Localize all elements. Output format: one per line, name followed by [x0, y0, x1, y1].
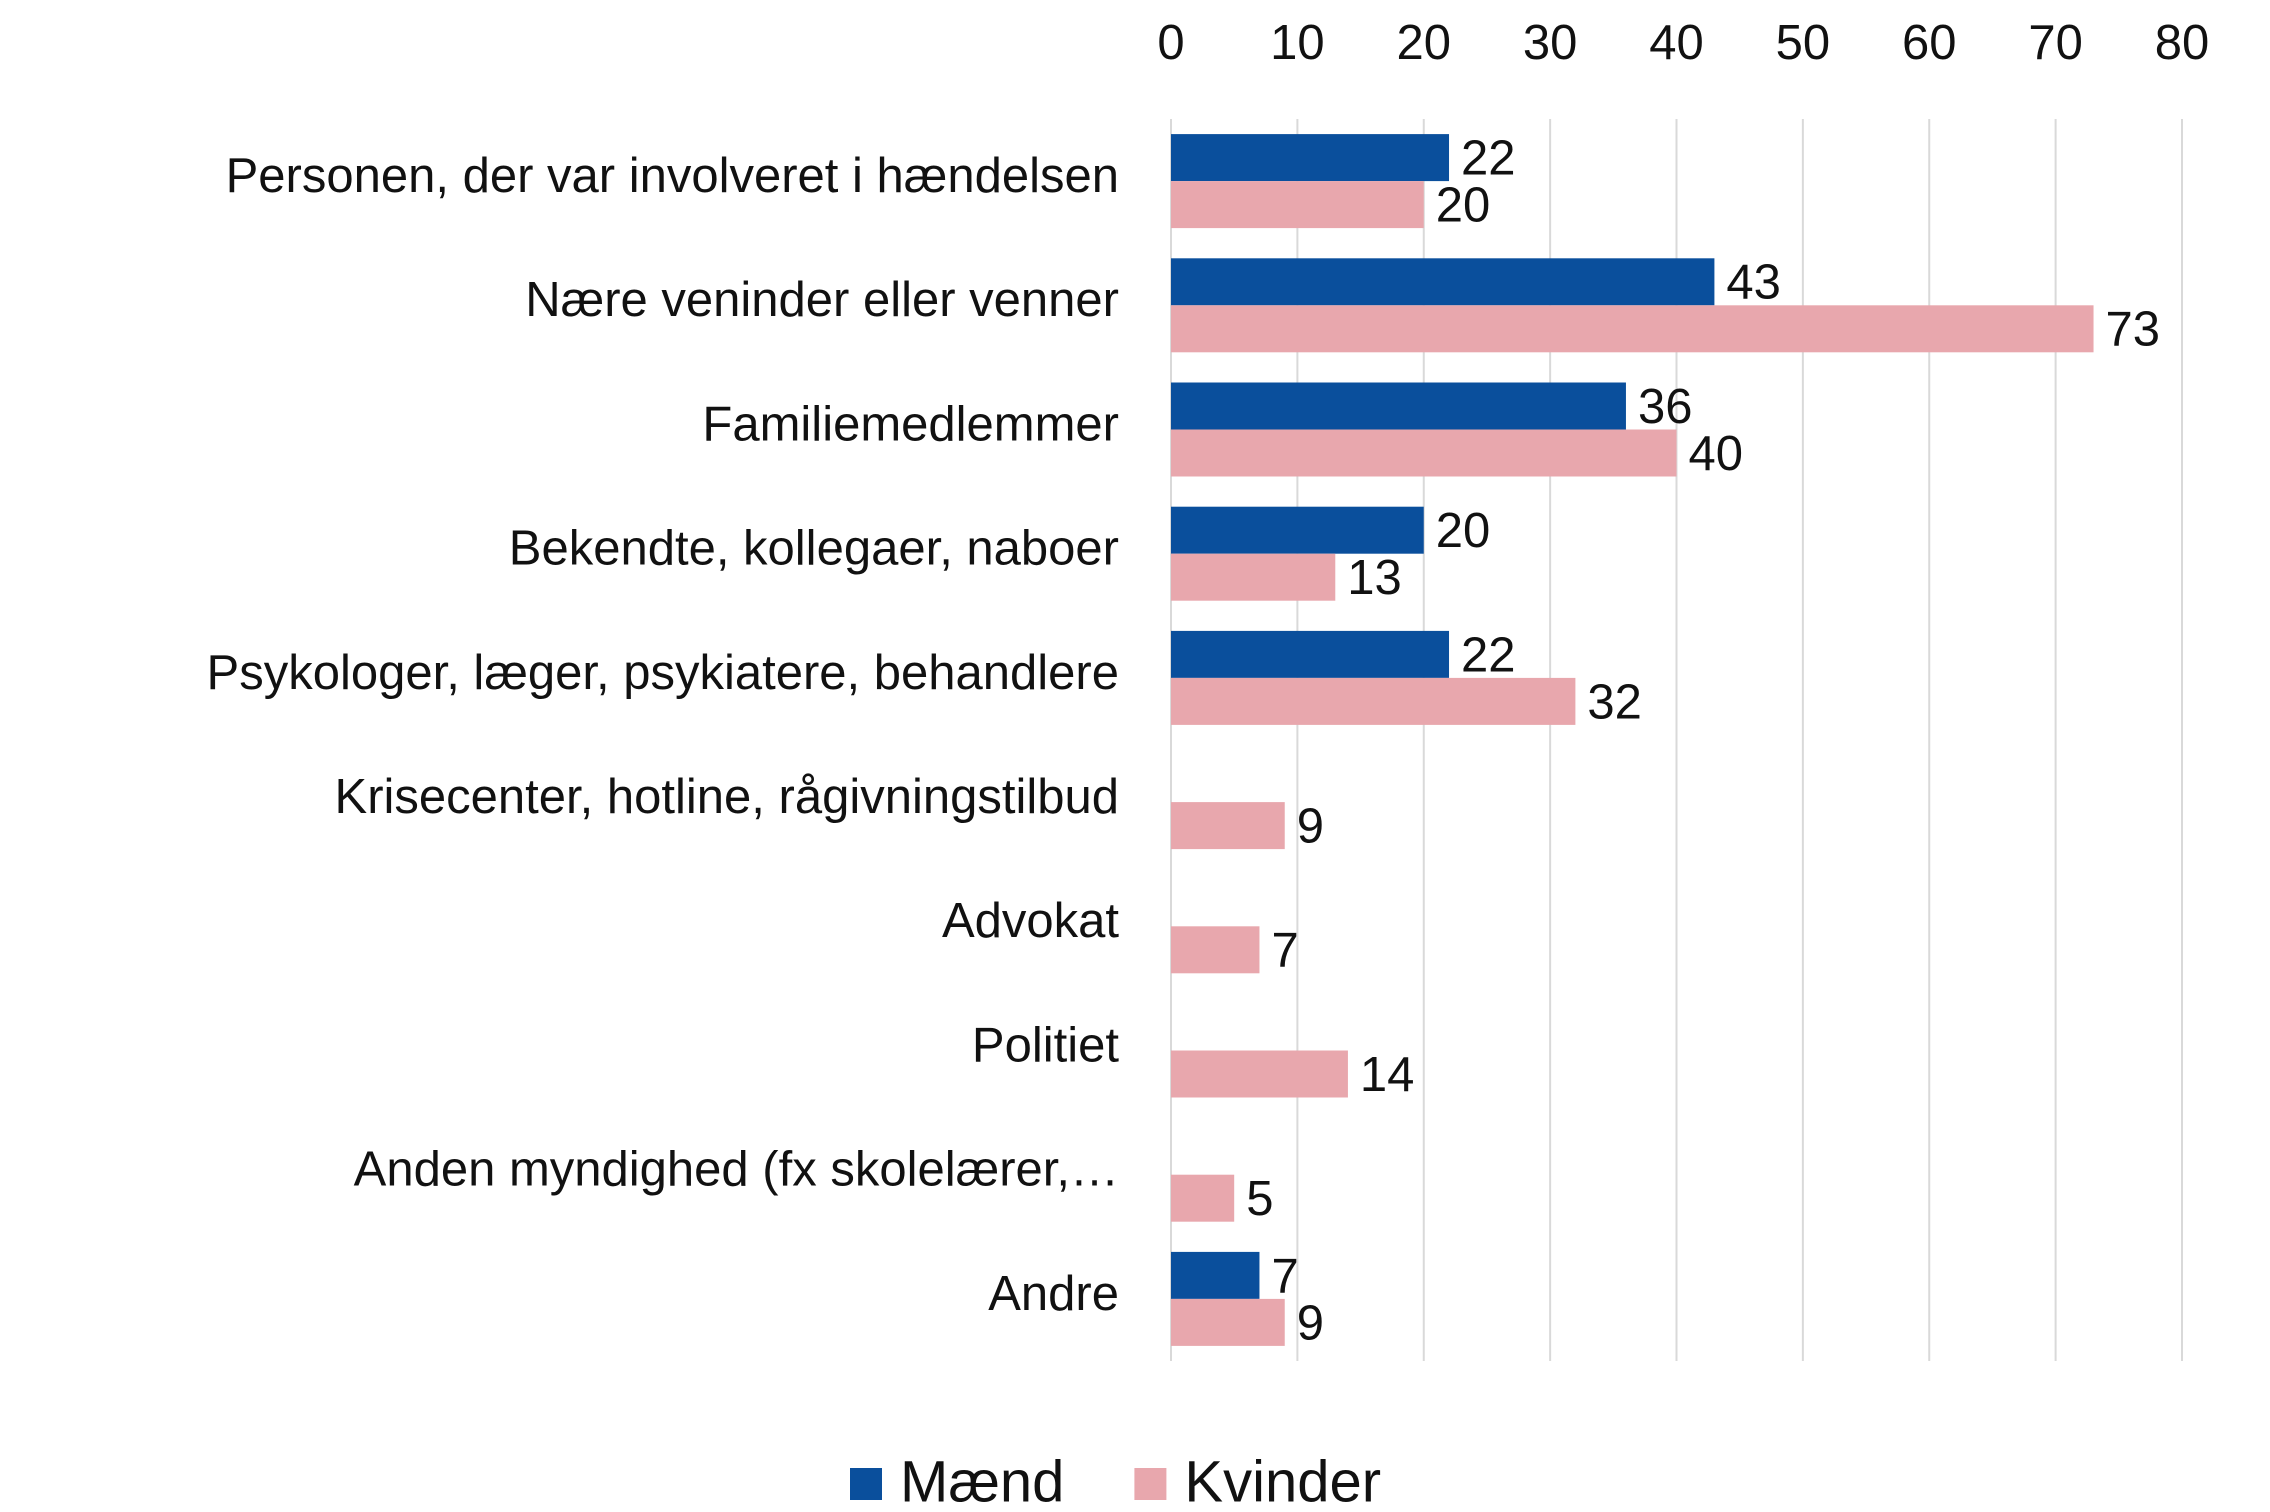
bar [1171, 181, 1424, 229]
data-label: 73 [2106, 303, 2161, 357]
category-label: Bekendte, kollegaer, naboer [509, 522, 1119, 576]
bar [1171, 382, 1626, 430]
data-label: 32 [1587, 675, 1642, 729]
x-tick-label: 30 [1523, 16, 1578, 70]
bar [1171, 134, 1450, 182]
x-tick-label: 20 [1396, 16, 1451, 70]
x-tick-label: 10 [1270, 16, 1325, 70]
x-tick-label: 0 [1157, 16, 1184, 70]
data-label: 13 [1347, 551, 1402, 605]
data-label: 7 [1271, 1249, 1298, 1303]
legend-label: Kvinder [1184, 1449, 1381, 1512]
bar [1171, 677, 1576, 725]
bar [1171, 1298, 1285, 1346]
category-label: Anden myndighed (fx skolelærer,… [354, 1143, 1119, 1197]
bar [1171, 1050, 1348, 1098]
bar [1171, 506, 1424, 554]
data-label: 36 [1638, 380, 1693, 434]
data-label: 5 [1246, 1172, 1273, 1226]
bar [1171, 429, 1677, 477]
x-tick-label: 50 [1776, 16, 1831, 70]
x-tick-label: 40 [1649, 16, 1704, 70]
bar [1171, 1251, 1260, 1299]
bar [1171, 1174, 1235, 1222]
category-label: Advokat [942, 894, 1119, 948]
data-label: 14 [1360, 1048, 1415, 1102]
data-label: 40 [1689, 427, 1744, 481]
category-label: Familiemedlemmer [702, 397, 1119, 451]
legend-swatch [850, 1468, 882, 1500]
x-tick-label: 70 [2028, 16, 2083, 70]
data-label: 7 [1271, 924, 1298, 978]
bar [1171, 802, 1285, 850]
bar [1171, 630, 1450, 678]
data-label: 20 [1436, 179, 1491, 233]
x-tick-label: 60 [1902, 16, 1957, 70]
legend-swatch [1134, 1468, 1167, 1500]
x-tick-label: 80 [2155, 16, 2210, 70]
category-label: Krisecenter, hotline, rågivningstilbud [335, 770, 1119, 824]
data-label: 9 [1297, 1296, 1324, 1350]
data-label: 9 [1297, 800, 1324, 854]
data-label: 22 [1461, 628, 1516, 682]
data-label: 20 [1436, 504, 1491, 558]
category-label: Psykologer, læger, psykiatere, behandler… [207, 646, 1119, 700]
category-label: Personen, der var involveret i hændelsen [226, 149, 1119, 203]
legend-label: Mænd [900, 1449, 1064, 1512]
bar [1171, 553, 1336, 601]
data-label: 43 [1726, 256, 1781, 310]
data-label: 22 [1461, 132, 1516, 186]
bar [1171, 305, 2094, 353]
category-label: Andre [988, 1267, 1119, 1321]
bar [1171, 258, 1715, 306]
bar [1171, 926, 1260, 974]
category-label: Nære veninder eller venner [525, 273, 1119, 327]
category-label: Politiet [972, 1018, 1119, 1072]
